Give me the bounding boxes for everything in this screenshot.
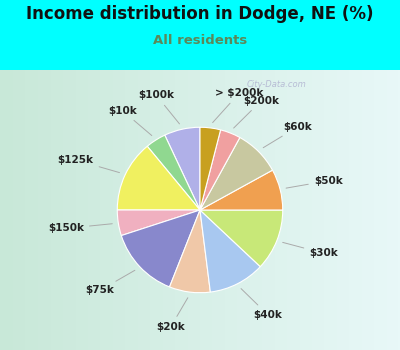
Text: $75k: $75k bbox=[86, 270, 135, 295]
Wedge shape bbox=[200, 210, 260, 292]
Text: $20k: $20k bbox=[156, 298, 188, 331]
Text: $10k: $10k bbox=[108, 106, 152, 135]
Wedge shape bbox=[165, 127, 200, 210]
Text: Income distribution in Dodge, NE (%): Income distribution in Dodge, NE (%) bbox=[26, 5, 374, 23]
Wedge shape bbox=[200, 210, 283, 267]
Text: $150k: $150k bbox=[48, 223, 112, 233]
Wedge shape bbox=[117, 210, 200, 236]
Text: $50k: $50k bbox=[286, 176, 342, 188]
Text: $30k: $30k bbox=[283, 243, 338, 258]
Text: $200k: $200k bbox=[234, 96, 279, 128]
Text: $125k: $125k bbox=[58, 155, 120, 173]
Wedge shape bbox=[170, 210, 210, 293]
Wedge shape bbox=[117, 146, 200, 210]
Text: $60k: $60k bbox=[263, 122, 312, 148]
Text: $100k: $100k bbox=[138, 90, 180, 124]
Text: All residents: All residents bbox=[153, 34, 247, 47]
Text: > $200k: > $200k bbox=[213, 89, 263, 122]
Wedge shape bbox=[200, 138, 272, 210]
Wedge shape bbox=[121, 210, 200, 287]
Text: $40k: $40k bbox=[241, 289, 282, 320]
Wedge shape bbox=[200, 127, 220, 210]
Wedge shape bbox=[200, 170, 283, 210]
Wedge shape bbox=[200, 130, 240, 210]
Text: City-Data.com: City-Data.com bbox=[246, 80, 306, 89]
Wedge shape bbox=[147, 135, 200, 210]
